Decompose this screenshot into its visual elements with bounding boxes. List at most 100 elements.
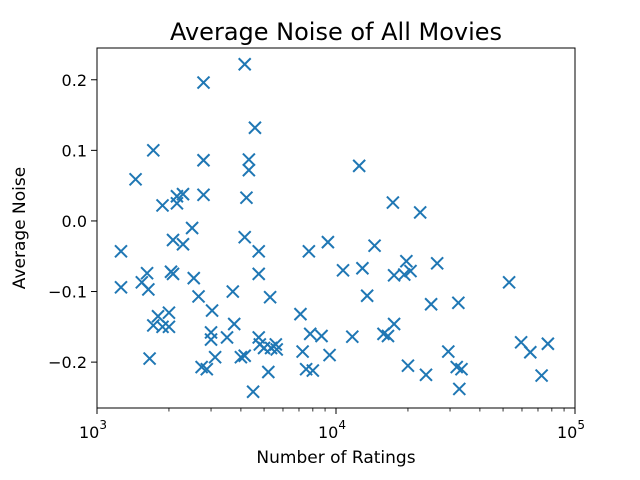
x-tick-base: 10 (318, 423, 338, 442)
scatter-point (270, 342, 284, 357)
scatter-point (238, 230, 252, 244)
scatter-point (128, 172, 143, 187)
scatter-point (176, 187, 190, 201)
scatter-point (185, 221, 199, 235)
scatter-point (234, 350, 248, 364)
y-tick-label: −0.2 (48, 353, 87, 372)
x-tick-base: 10 (557, 423, 577, 442)
y-tick-label: 0.0 (62, 212, 87, 231)
scatter-point (401, 358, 415, 373)
scatter-point (227, 317, 241, 331)
y-tick-label: 0.1 (62, 141, 87, 160)
scatter-point (360, 289, 374, 303)
y-axis-label: Average Noise (10, 167, 30, 289)
scatter-point (345, 329, 360, 344)
scatter-point (140, 266, 154, 280)
scatter-point (239, 190, 254, 205)
x-tick-exponent: 4 (338, 418, 346, 432)
scatter-point (248, 121, 262, 135)
scatter-point (196, 153, 211, 167)
scatter-point (367, 238, 382, 253)
scatter-point (419, 368, 433, 382)
scatter-point (430, 256, 444, 271)
scatter-point (397, 267, 411, 282)
scatter-point (523, 345, 537, 359)
scatter-point (293, 307, 308, 321)
x-tick-base: 10 (79, 423, 99, 442)
scatter-point (541, 337, 555, 351)
scatter-point (114, 244, 128, 259)
scatter-point (242, 152, 256, 167)
scatter-point (302, 244, 316, 259)
scatter-point (196, 188, 211, 202)
x-axis-ticks: 103 104 105 (79, 408, 585, 442)
scatter-point (336, 263, 350, 278)
x-tick-exponent: 5 (577, 418, 585, 432)
scatter-point (306, 363, 320, 378)
scatter-point (454, 362, 469, 376)
scatter-point (226, 284, 240, 299)
scatter-point (166, 267, 180, 281)
scatter-point (238, 57, 252, 71)
scatter-point (191, 289, 206, 304)
scatter-point (246, 385, 260, 399)
x-tick-label: 103 (79, 418, 107, 442)
scatter-point (321, 235, 335, 249)
scatter-point (155, 320, 170, 334)
scatter-point (303, 327, 317, 341)
scatter-point (261, 365, 276, 379)
scatter-point (166, 233, 180, 247)
scatter-point (187, 271, 201, 285)
plot-area-frame (96, 47, 576, 409)
scatter-point (114, 280, 128, 295)
scatter-point (387, 268, 401, 283)
x-tick-label: 104 (318, 418, 346, 442)
scatter-point (355, 261, 370, 275)
scatter-point (238, 349, 252, 363)
scatter-point (176, 237, 190, 251)
scatter-point (263, 290, 277, 304)
scatter-point (252, 267, 266, 281)
scatter-point (387, 317, 401, 331)
scatter-point (269, 337, 283, 352)
scatter-point (441, 344, 455, 359)
y-tick-label: −0.1 (48, 283, 87, 302)
x-axis-label: Number of Ratings (256, 448, 415, 468)
scatter-point (352, 159, 366, 173)
scatter-point (200, 362, 214, 376)
scatter-point (155, 198, 170, 213)
scatter-points (114, 57, 555, 399)
scatter-point (242, 163, 256, 177)
scatter-point (162, 305, 176, 320)
scatter-point (534, 368, 549, 383)
scatter-point (381, 329, 395, 343)
scatter-point (204, 332, 218, 347)
scatter-point (322, 348, 337, 362)
scatter-point (451, 296, 466, 310)
scatter-point (413, 205, 427, 220)
scatter-point (386, 195, 400, 210)
scatter-point (424, 297, 438, 311)
scatter-point (403, 264, 418, 278)
x-tick-exponent: 3 (99, 418, 107, 432)
scatter-point (452, 382, 467, 396)
scatter-point (196, 75, 211, 90)
y-tick-label: 0.2 (62, 71, 87, 90)
scatter-point (252, 244, 266, 259)
scatter-point (170, 196, 184, 211)
scatter-point (502, 275, 516, 290)
scatter-point (205, 303, 219, 318)
scatter-point (142, 351, 157, 366)
scatter-point (151, 309, 165, 323)
x-tick-label: 105 (557, 418, 585, 442)
scatter-point (220, 330, 234, 345)
scatter-point (314, 329, 329, 343)
scatter-point (399, 254, 414, 268)
chart-title: Average Noise of All Movies (170, 18, 502, 46)
scatter-point (162, 320, 176, 334)
y-axis-ticks: 0.2 0.1 0.0 −0.1 −0.2 (48, 71, 97, 372)
scatter-point (295, 344, 310, 359)
scatter-point (146, 143, 160, 158)
scatter-point (208, 350, 222, 364)
